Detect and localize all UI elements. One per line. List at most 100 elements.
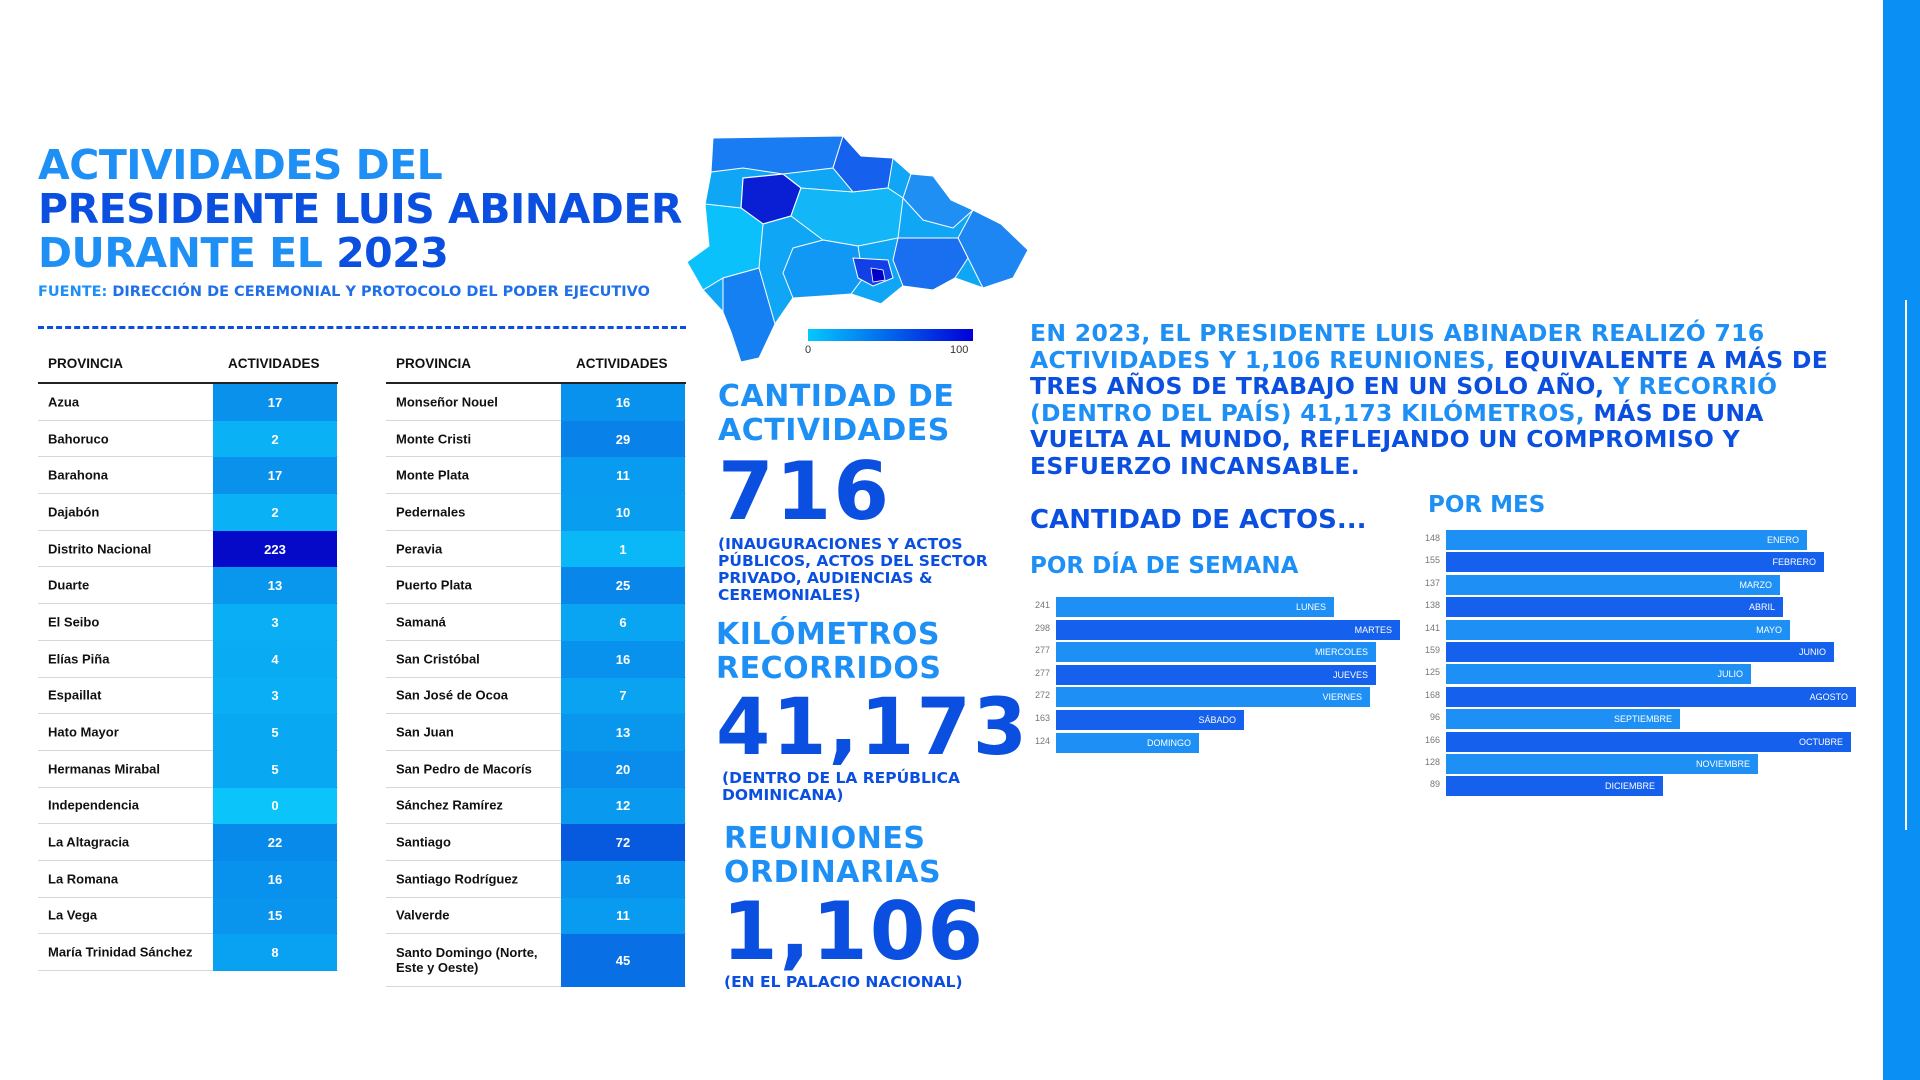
source-label: FUENTE: xyxy=(38,284,108,300)
weekday-value-label: 277 xyxy=(1034,645,1050,656)
header-province: PROVINCIA xyxy=(396,356,472,371)
dominican-republic-map xyxy=(686,135,1029,363)
activity-count-cell: 1 xyxy=(561,530,685,568)
month-category-label: ABRIL xyxy=(1748,602,1775,613)
activity-count-cell: 11 xyxy=(561,457,685,495)
activity-count-cell: 11 xyxy=(561,897,685,935)
table-header: PROVINCIA ACTIVIDADES xyxy=(38,352,338,384)
province-name: Hermanas Mirabal xyxy=(48,761,160,777)
weekday-category-label: LUNES xyxy=(1295,602,1326,612)
table-row: La Vega 15 xyxy=(38,897,338,935)
title-line-2: PRESIDENTE LUIS ABINADER xyxy=(38,185,682,233)
source-text: DIRECCIÓN DE CEREMONIAL Y PROTOCOLO DEL … xyxy=(107,284,650,300)
province-name: Duarte xyxy=(48,577,90,593)
province-name: María Trinidad Sánchez xyxy=(48,944,193,960)
table-row: Santo Domingo (Norte, Este y Oeste) 45 xyxy=(386,934,686,988)
month-category-label: JULIO xyxy=(1717,669,1743,680)
weekday-category-label: DOMINGO xyxy=(1147,737,1191,748)
month-bar: ENERO xyxy=(1446,530,1807,550)
province-name: Dajabón xyxy=(48,504,100,520)
table-row: Peravia 1 xyxy=(386,530,686,568)
month-row: 155 FEBRERO xyxy=(1425,552,1856,573)
activity-count-cell: 3 xyxy=(213,604,337,641)
province-name: Monseñor Nouel xyxy=(396,394,498,410)
weekday-bar: JUEVES xyxy=(1056,664,1376,685)
province-name: San Juan xyxy=(396,724,454,740)
summary-part-2: EQUIVALENTE A MÁS DE TRES AÑOS DE TRABAJ… xyxy=(1030,345,1829,400)
summary-part-4: MÁS DE UNA VUELTA AL MUNDO, REFLEJANDO U… xyxy=(1030,398,1764,480)
activities-note: (INAUGURACIONES Y ACTOS PÚBLICOS, ACTOS … xyxy=(718,535,988,604)
summary-paragraph: EN 2023, EL PRESIDENTE LUIS ABINADER REA… xyxy=(1030,320,1850,479)
title-line-3: DURANTE EL 2023 xyxy=(38,231,698,275)
table-row: Puerto Plata 25 xyxy=(386,567,686,605)
table-row: Espaillat 3 xyxy=(38,677,338,715)
map-region-pedernales xyxy=(722,267,776,363)
month-category-label: OCTUBRE xyxy=(1798,736,1843,747)
province-name: Elías Piña xyxy=(48,651,110,667)
activity-count-cell: 13 xyxy=(561,714,685,751)
province-name: Valverde xyxy=(396,907,450,923)
month-value-label: 168 xyxy=(1424,689,1440,700)
table-rows: Azua 17 Bahoruco 2 Barahona 17 Dajabón 2 Distrit… xyxy=(38,384,338,971)
province-name: San Cristóbal xyxy=(396,651,480,667)
province-name: San Pedro de Macorís xyxy=(396,761,532,777)
activity-count-cell: 17 xyxy=(213,384,337,421)
month-bar: SEPTIEMBRE xyxy=(1446,709,1680,730)
activity-count-cell: 2 xyxy=(213,420,337,458)
month-value-label: 89 xyxy=(1429,779,1440,790)
meetings-stat: REUNIONES ORDINARIAS 1,106 (EN EL PALACI… xyxy=(718,822,1018,991)
activity-count-cell: 13 xyxy=(213,567,337,605)
header-province: PROVINCIA xyxy=(48,356,124,371)
header-activities: ACTIVIDADES xyxy=(228,356,320,371)
title-year: 2023 xyxy=(336,229,449,277)
month-bar: FEBRERO xyxy=(1446,552,1824,573)
table-row: Monte Cristi 29 xyxy=(386,420,686,458)
month-category-label: FEBRERO xyxy=(1772,557,1816,568)
month-value-label: 159 xyxy=(1424,645,1440,655)
month-bar: JULIO xyxy=(1446,664,1751,685)
province-table-right: PROVINCIA ACTIVIDADES Monseñor Nouel 16 Mo… xyxy=(386,352,686,988)
month-category-label: ENERO xyxy=(1766,535,1799,545)
month-row: 137 MARZO xyxy=(1425,574,1856,595)
table-row: La Altagracia 22 xyxy=(38,824,338,861)
weekday-bar: DOMINGO xyxy=(1056,732,1199,753)
month-bar: AGOSTO xyxy=(1446,686,1856,707)
activities-label: CANTIDAD DE ACTIVIDADES xyxy=(718,379,955,448)
table-row: San Juan 13 xyxy=(386,714,686,751)
activity-count-cell: 15 xyxy=(213,897,337,935)
activity-count-cell: 12 xyxy=(561,787,685,825)
month-bar: ABRIL xyxy=(1446,597,1783,618)
table-row: Elías Piña 4 xyxy=(38,640,338,678)
table-rows: Monseñor Nouel 16 Monte Cristi 29 Monte Plat… xyxy=(386,384,686,988)
title-line-3-prefix: DURANTE EL xyxy=(38,229,337,277)
table-row: Barahona 17 xyxy=(38,457,338,495)
month-row: 138 ABRIL xyxy=(1425,597,1856,618)
activity-count-cell: 25 xyxy=(561,567,685,605)
table-row: Duarte 13 xyxy=(38,567,338,605)
summary-part-3: Y RECORRIÓ (DENTRO DEL PAÍS) 41,173 KILÓ… xyxy=(1030,372,1778,427)
month-category-label: AGOSTO xyxy=(1809,691,1848,702)
activity-count-cell: 3 xyxy=(213,677,337,715)
activity-count-cell: 0 xyxy=(213,787,337,825)
province-name: Puerto Plata xyxy=(396,577,472,593)
table-row: Distrito Nacional 223 xyxy=(38,530,338,568)
table-row: San José de Ocoa 7 xyxy=(386,677,686,715)
table-row: Monte Plata 11 xyxy=(386,457,686,495)
month-bar: MAYO xyxy=(1446,619,1790,640)
map-region-northwest xyxy=(710,135,844,175)
activity-count-cell: 17 xyxy=(213,457,337,495)
month-category-label: DICIEMBRE xyxy=(1604,781,1655,792)
weekday-category-label: VIERNES xyxy=(1322,692,1362,703)
weekday-row: 163 SÁBADO xyxy=(1035,710,1400,730)
activity-count-cell: 16 xyxy=(213,860,337,898)
title-line-1: ACTIVIDADES DEL xyxy=(38,141,443,189)
right-accent-bar xyxy=(1883,0,1920,1080)
month-row: 168 AGOSTO xyxy=(1425,686,1856,707)
month-value-label: 148 xyxy=(1424,533,1440,543)
map-legend-max: 100 xyxy=(950,344,969,356)
weekday-bar: MIERCOLES xyxy=(1056,642,1376,663)
month-category-label: JUNIO xyxy=(1799,647,1826,657)
weekday-row: 277 JUEVES xyxy=(1035,664,1400,685)
activity-count-cell: 20 xyxy=(561,750,685,788)
table-row: Monseñor Nouel 16 xyxy=(386,384,686,421)
